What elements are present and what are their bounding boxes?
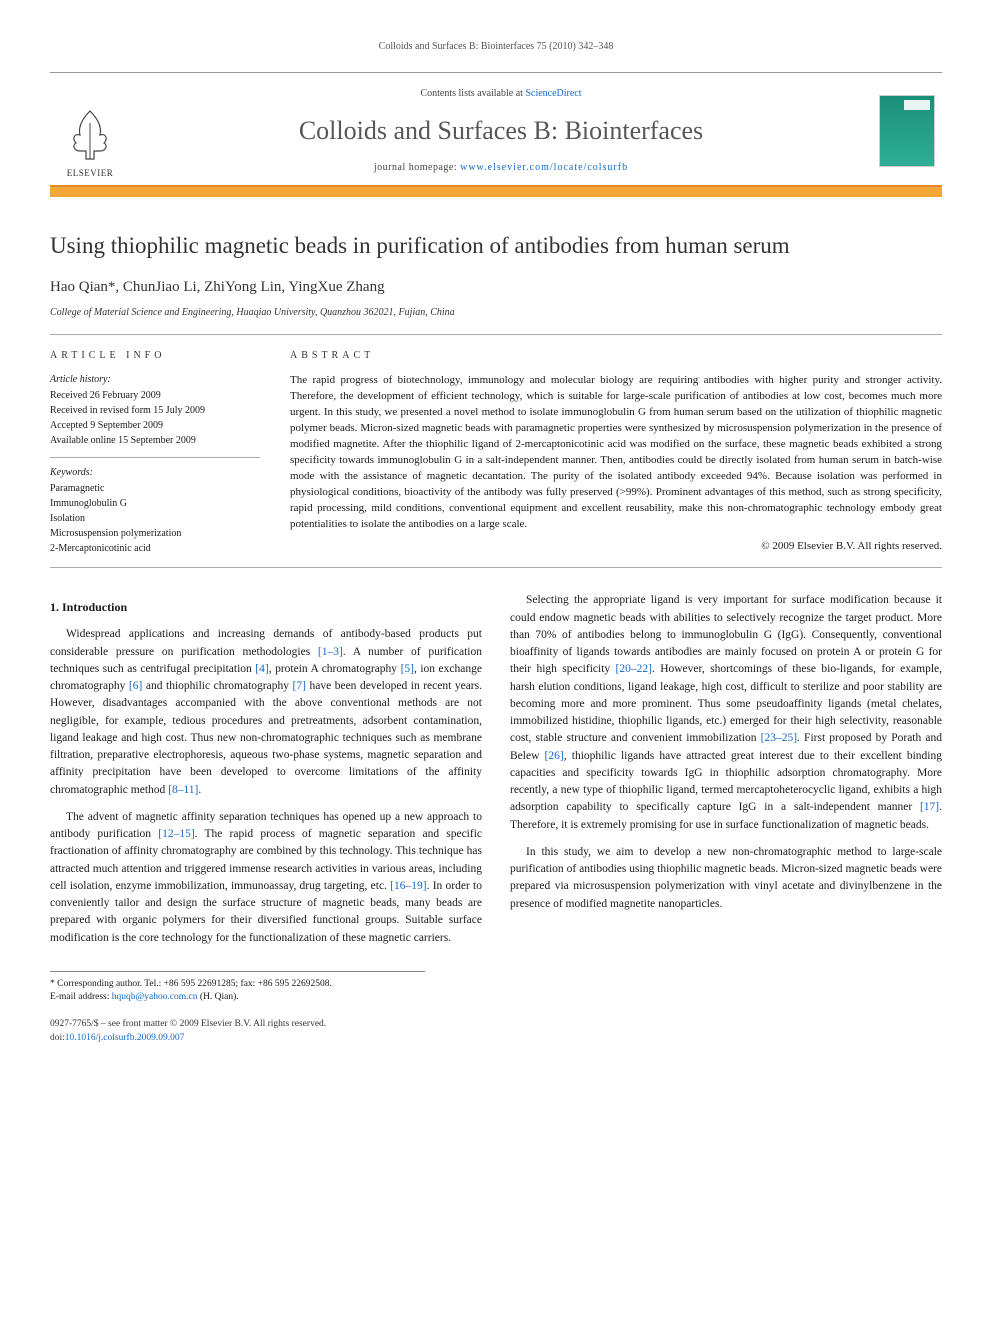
citation-link[interactable]: [26] [545,750,564,762]
abstract-copyright: © 2009 Elsevier B.V. All rights reserved… [290,539,942,554]
history-item: Received 26 February 2009 [50,389,260,403]
doi-prefix: doi: [50,1033,65,1043]
citation-link[interactable]: [17] [920,801,939,813]
elsevier-tree-icon [60,105,120,165]
journal-name: Colloids and Surfaces B: Biointerfaces [140,113,862,149]
citation-link[interactable]: [23–25] [761,732,797,744]
keyword-item: Microsuspension polymerization [50,527,260,541]
article-title: Using thiophilic magnetic beads in purif… [50,231,942,261]
running-head: Colloids and Surfaces B: Biointerfaces 7… [50,40,942,54]
keywords-label: Keywords: [50,466,260,480]
corr-author-line: * Corresponding author. Tel.: +86 595 22… [50,978,425,991]
history-block: Article history: Received 26 February 20… [50,373,260,458]
homepage-line: journal homepage: www.elsevier.com/locat… [140,161,862,175]
citation-link[interactable]: [12–15] [158,828,194,840]
body-paragraph: Selecting the appropriate ligand is very… [510,592,942,834]
body-text: , protein A chromatography [269,663,401,675]
sciencedirect-link[interactable]: ScienceDirect [525,88,581,99]
bottom-meta: 0927-7765/$ – see front matter © 2009 El… [50,1018,942,1045]
body-columns: 1. Introduction Widespread applications … [50,592,942,947]
history-item: Received in revised form 15 July 2009 [50,404,260,418]
journal-cover-thumb [879,95,935,167]
email-suffix: (H. Qian). [198,992,239,1002]
body-text: , thiophilic ligands have attracted grea… [510,750,942,814]
section-heading-1: 1. Introduction [50,598,482,616]
citation-link[interactable]: [1–3] [318,646,343,658]
citation-link[interactable]: [8–11] [168,784,198,796]
keyword-item: Isolation [50,512,260,526]
corresponding-author-footnote: * Corresponding author. Tel.: +86 595 22… [50,971,425,1005]
homepage-prefix: journal homepage: [374,162,460,173]
citation-link[interactable]: [6] [129,680,142,692]
masthead: ELSEVIER Contents lists available at Sci… [50,73,942,187]
orange-accent-bar [50,187,942,197]
keyword-item: Immunoglobulin G [50,497,260,511]
homepage-link[interactable]: www.elsevier.com/locate/colsurfb [460,162,628,173]
body-paragraph: The advent of magnetic affinity separati… [50,809,482,947]
keyword-item: Paramagnetic [50,482,260,496]
email-label: E-mail address: [50,992,112,1002]
doi-line: doi:10.1016/j.colsurfb.2009.09.007 [50,1032,942,1045]
history-item: Accepted 9 September 2009 [50,419,260,433]
citation-link[interactable]: [20–22] [616,663,652,675]
issn-line: 0927-7765/$ – see front matter © 2009 El… [50,1018,942,1031]
citation-link[interactable]: [7] [293,680,306,692]
publisher-name: ELSEVIER [67,167,114,180]
history-label: Article history: [50,373,260,387]
keyword-item: 2-Mercaptonicotinic acid [50,542,260,556]
masthead-center: Contents lists available at ScienceDirec… [130,83,872,185]
citation-link[interactable]: [5] [401,663,414,675]
corr-email-line: E-mail address: hquqh@yahoo.com.cn (H. Q… [50,991,425,1004]
history-item: Available online 15 September 2009 [50,434,260,448]
doi-link[interactable]: 10.1016/j.colsurfb.2009.09.007 [65,1033,185,1043]
contents-prefix: Contents lists available at [420,88,525,99]
article-info-heading: article info [50,349,260,363]
publisher-logo-block: ELSEVIER [50,83,130,185]
article-info-block: article info Article history: Received 2… [50,349,260,557]
affiliation: College of Material Science and Engineer… [50,306,942,320]
contents-line: Contents lists available at ScienceDirec… [140,87,862,101]
divider [50,334,942,335]
abstract-text: The rapid progress of biotechnology, imm… [290,373,942,532]
journal-cover-block [872,83,942,185]
author-list: Hao Qian*, ChunJiao Li, ZhiYong Lin, Yin… [50,277,942,298]
abstract-heading: abstract [290,349,942,363]
citation-link[interactable]: [4] [255,663,268,675]
citation-link[interactable]: [16–19] [390,880,426,892]
meta-row: article info Article history: Received 2… [50,349,942,557]
body-text: and thiophilic chromatography [142,680,292,692]
body-text: have been developed in recent years. How… [50,680,482,796]
body-paragraph: In this study, we aim to develop a new n… [510,844,942,913]
divider [50,567,942,568]
body-paragraph: Widespread applications and increasing d… [50,626,482,799]
abstract-block: abstract The rapid progress of biotechno… [290,349,942,557]
body-text: . [198,784,201,796]
corr-email-link[interactable]: hquqh@yahoo.com.cn [112,992,198,1002]
